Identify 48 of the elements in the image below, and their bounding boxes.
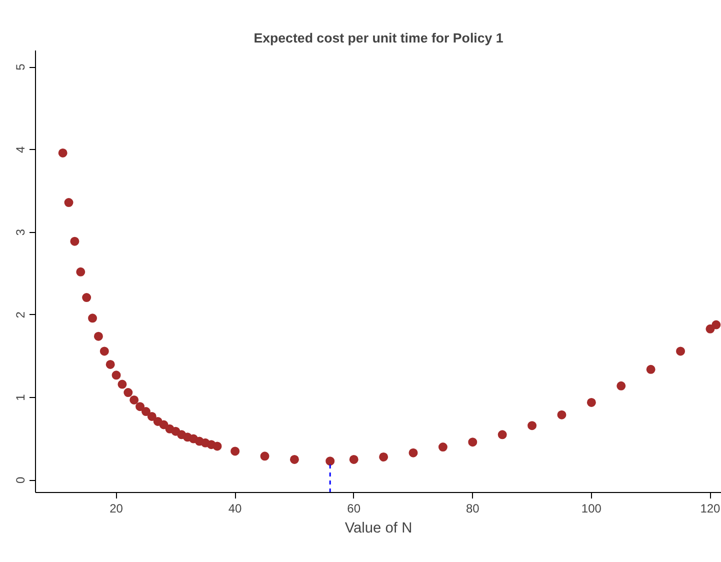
point [349, 454, 358, 464]
point [58, 148, 68, 158]
point [112, 370, 121, 380]
x-axis-title: Value of N [344, 520, 412, 536]
x-tick-label: 60 [347, 502, 361, 516]
point [468, 438, 478, 447]
point [260, 452, 270, 461]
point [408, 448, 418, 458]
point [82, 293, 92, 302]
point [64, 198, 74, 208]
point [88, 314, 98, 323]
point [616, 381, 626, 390]
point [379, 452, 388, 462]
point [141, 407, 150, 416]
point [130, 395, 139, 404]
y-tick-label: 3 [14, 228, 28, 236]
point [557, 410, 566, 420]
x-tick-label: 100 [581, 502, 602, 516]
point [106, 360, 115, 369]
x-tick-label: 120 [700, 502, 721, 516]
point [528, 421, 537, 430]
y-tick-label: 0 [14, 476, 28, 484]
point [70, 236, 80, 246]
point [100, 346, 109, 356]
point [712, 320, 721, 330]
point [438, 442, 448, 452]
point [212, 442, 222, 451]
point [230, 446, 240, 456]
point [118, 380, 127, 389]
x-tick-label: 80 [466, 502, 480, 516]
y-tick-label: 4 [14, 146, 28, 153]
point [94, 332, 103, 341]
x-tick-label: 40 [228, 502, 242, 516]
point [646, 364, 656, 374]
point [76, 267, 86, 276]
point [124, 388, 133, 398]
point [147, 412, 156, 421]
point [290, 454, 299, 464]
chart-title: Expected cost per unit time for Policy 1 [254, 30, 504, 46]
point [676, 346, 686, 356]
y-tick-label: 2 [14, 311, 28, 318]
y-tick-label: 5 [14, 63, 28, 70]
y-tick-label: 1 [14, 394, 28, 401]
point [498, 430, 507, 440]
point [586, 398, 596, 407]
point [326, 456, 335, 466]
point [136, 402, 145, 412]
x-tick-label: 20 [110, 502, 124, 516]
